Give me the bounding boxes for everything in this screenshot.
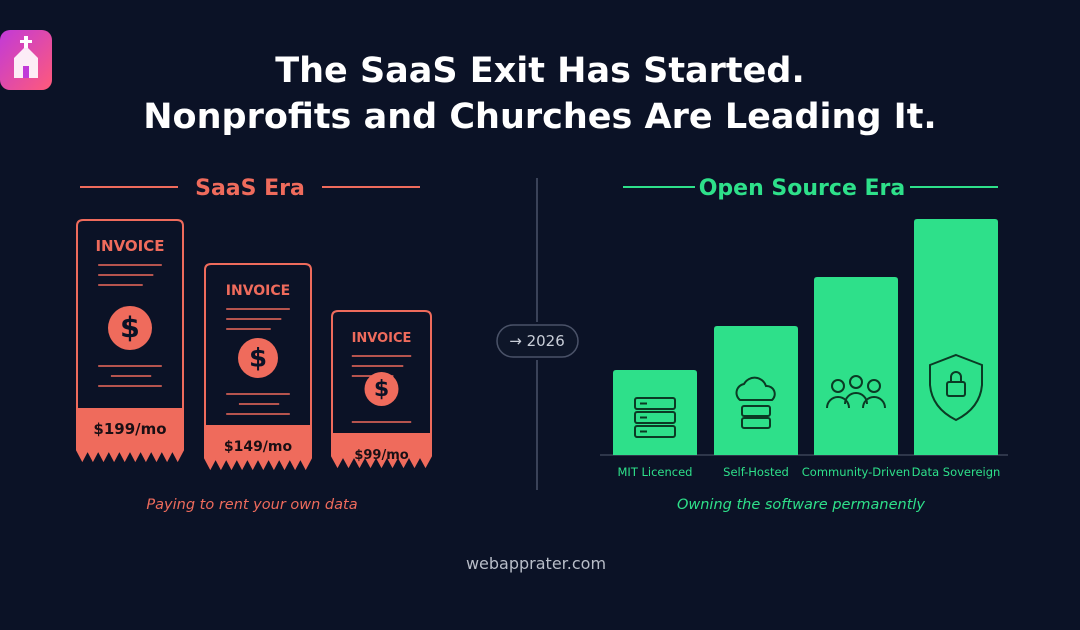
icon <box>950 371 962 382</box>
pillar-label: Community-Driven <box>802 465 910 479</box>
icon <box>946 381 966 397</box>
caption: Owning the software permanently <box>677 497 925 513</box>
pillar: MIT Licenced <box>613 370 697 479</box>
pillar: Community-Driven <box>802 277 910 479</box>
dollar-sign: $ <box>374 376 389 402</box>
pillar: Self-Hosted <box>714 326 798 479</box>
invoice: INVOICE $ $99/mo <box>331 310 432 469</box>
invoice-price: $149/mo <box>224 439 293 455</box>
icon <box>862 396 886 409</box>
icon <box>634 411 676 424</box>
pillar-label: Self-Hosted <box>723 465 789 479</box>
invoice-price: $199/mo <box>93 420 166 438</box>
pillar-bar <box>814 277 898 455</box>
price-band <box>332 433 431 466</box>
price-band <box>77 408 183 460</box>
title-line: Nonprofits and Churches Are Leading It. <box>143 97 936 137</box>
icon <box>634 397 676 410</box>
invoice: INVOICE $ $199/mo <box>76 219 184 463</box>
footer-site: webapprater.com <box>466 554 606 573</box>
price-band <box>205 425 311 468</box>
dollar-circle <box>238 338 278 378</box>
icon <box>929 353 983 422</box>
logo <box>0 30 52 90</box>
invoice-label: INVOICE <box>226 283 290 299</box>
pillar-label: Data Sovereign <box>912 465 1001 479</box>
dollar-circle <box>364 372 399 406</box>
icon <box>867 379 881 393</box>
icon <box>634 425 676 438</box>
title-line: The SaaS Exit Has Started. <box>275 51 805 91</box>
dollar-sign: $ <box>249 343 267 373</box>
icon <box>741 417 771 429</box>
section-heading: SaaS Era <box>195 176 305 201</box>
year-pill <box>496 324 579 358</box>
icon <box>735 376 776 401</box>
pillar-bar <box>714 326 798 455</box>
icon <box>831 379 845 393</box>
icon <box>741 405 771 417</box>
section-heading: Open Source Era <box>699 176 906 201</box>
dollar-sign: $ <box>120 310 140 344</box>
invoice-label: INVOICE <box>95 237 164 255</box>
invoice: INVOICE $ $149/mo <box>204 263 312 471</box>
pillar: Data Sovereign <box>912 219 1001 479</box>
caption: Paying to rent your own data <box>146 497 357 513</box>
icon <box>826 396 850 409</box>
invoice-price: $99/mo <box>354 448 408 463</box>
icon <box>849 375 863 389</box>
year-label: → 2026 <box>509 332 565 350</box>
invoice-label: INVOICE <box>352 331 412 346</box>
dollar-circle <box>108 306 152 350</box>
pillar-label: MIT Licenced <box>618 465 693 479</box>
pillar-bar <box>914 219 998 455</box>
